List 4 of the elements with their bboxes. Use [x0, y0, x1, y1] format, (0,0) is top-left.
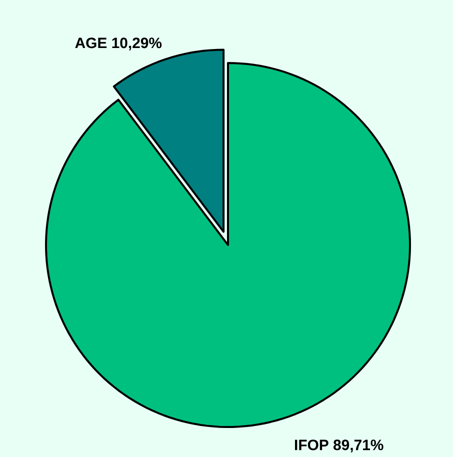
slice-label: IFOP: [295, 440, 328, 450]
data-label: 89,71%: [333, 440, 384, 452]
data-label: 10,29%: [112, 38, 162, 50]
slice-label: AGE: [75, 38, 107, 48]
